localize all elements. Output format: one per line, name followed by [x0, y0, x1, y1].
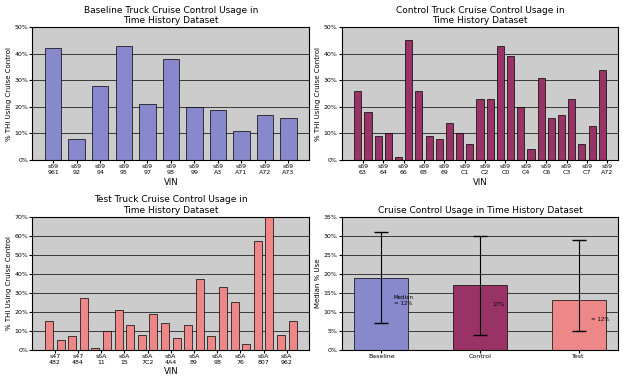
Bar	[538, 78, 545, 160]
Bar	[507, 57, 514, 160]
Bar	[374, 136, 382, 160]
Title: Test Truck Cruise Control Usage in
Time History Dataset: Test Truck Cruise Control Usage in Time …	[94, 195, 248, 215]
Bar	[254, 241, 262, 350]
Bar	[456, 133, 463, 160]
Bar	[173, 338, 181, 350]
Bar	[416, 91, 422, 160]
Bar	[527, 149, 535, 160]
Bar	[138, 335, 146, 350]
Bar	[477, 99, 484, 160]
X-axis label: VIN: VIN	[163, 178, 178, 187]
Bar	[426, 136, 432, 160]
Bar	[163, 59, 179, 160]
Bar	[45, 321, 53, 350]
Bar	[578, 144, 585, 160]
Y-axis label: % THI Using Cruise Control: % THI Using Cruise Control	[6, 47, 12, 141]
Bar	[126, 325, 134, 350]
Title: Baseline Truck Cruise Control Usage in
Time History Dataset: Baseline Truck Cruise Control Usage in T…	[84, 6, 258, 25]
Bar	[184, 325, 192, 350]
Text: Median
= 12%: Median = 12%	[394, 295, 414, 306]
Bar	[497, 46, 504, 160]
Bar	[115, 46, 132, 160]
Bar	[91, 348, 99, 350]
Bar	[588, 126, 596, 160]
Bar	[207, 337, 215, 350]
Bar	[196, 279, 204, 350]
Bar	[446, 123, 453, 160]
Bar	[466, 144, 474, 160]
Bar	[210, 110, 226, 160]
Bar	[548, 118, 555, 160]
Bar	[364, 112, 371, 160]
Bar	[288, 321, 296, 350]
X-axis label: VIN: VIN	[473, 178, 487, 187]
Bar	[69, 139, 85, 160]
Bar	[92, 86, 109, 160]
Text: = 12%: = 12%	[591, 317, 610, 322]
Text: 17%: 17%	[492, 302, 504, 307]
Bar	[219, 287, 227, 350]
Bar	[487, 99, 494, 160]
Y-axis label: Median % Use: Median % Use	[314, 259, 321, 308]
Bar	[280, 118, 296, 160]
Bar	[405, 40, 412, 160]
Bar	[354, 277, 409, 350]
Bar	[230, 302, 238, 350]
Bar	[149, 314, 157, 350]
Bar	[115, 310, 123, 350]
Title: Control Truck Cruise Control Usage in
Time History Dataset: Control Truck Cruise Control Usage in Ti…	[396, 6, 564, 25]
Bar	[57, 340, 65, 350]
Bar	[256, 115, 273, 160]
Bar	[558, 115, 565, 160]
Bar	[265, 198, 273, 350]
Bar	[385, 133, 392, 160]
Bar	[103, 331, 111, 350]
Bar	[242, 344, 250, 350]
Bar	[186, 107, 203, 160]
Bar	[45, 49, 61, 160]
Bar	[354, 91, 361, 160]
Bar	[568, 99, 575, 160]
Bar	[453, 285, 507, 350]
Y-axis label: % THI Using Cruise Control: % THI Using Cruise Control	[6, 236, 12, 330]
Bar	[517, 107, 524, 160]
Bar	[161, 323, 169, 350]
Y-axis label: % THI Using Cruise Control: % THI Using Cruise Control	[314, 47, 321, 141]
Bar	[598, 70, 606, 160]
Bar	[80, 298, 88, 350]
Bar	[277, 335, 285, 350]
Bar	[436, 139, 443, 160]
Bar	[233, 131, 250, 160]
Bar	[68, 337, 76, 350]
Bar	[552, 300, 606, 350]
Title: Cruise Control Usage in Time History Dataset: Cruise Control Usage in Time History Dat…	[378, 206, 582, 215]
Bar	[139, 104, 155, 160]
Bar	[395, 157, 402, 160]
X-axis label: VIN: VIN	[163, 367, 178, 376]
